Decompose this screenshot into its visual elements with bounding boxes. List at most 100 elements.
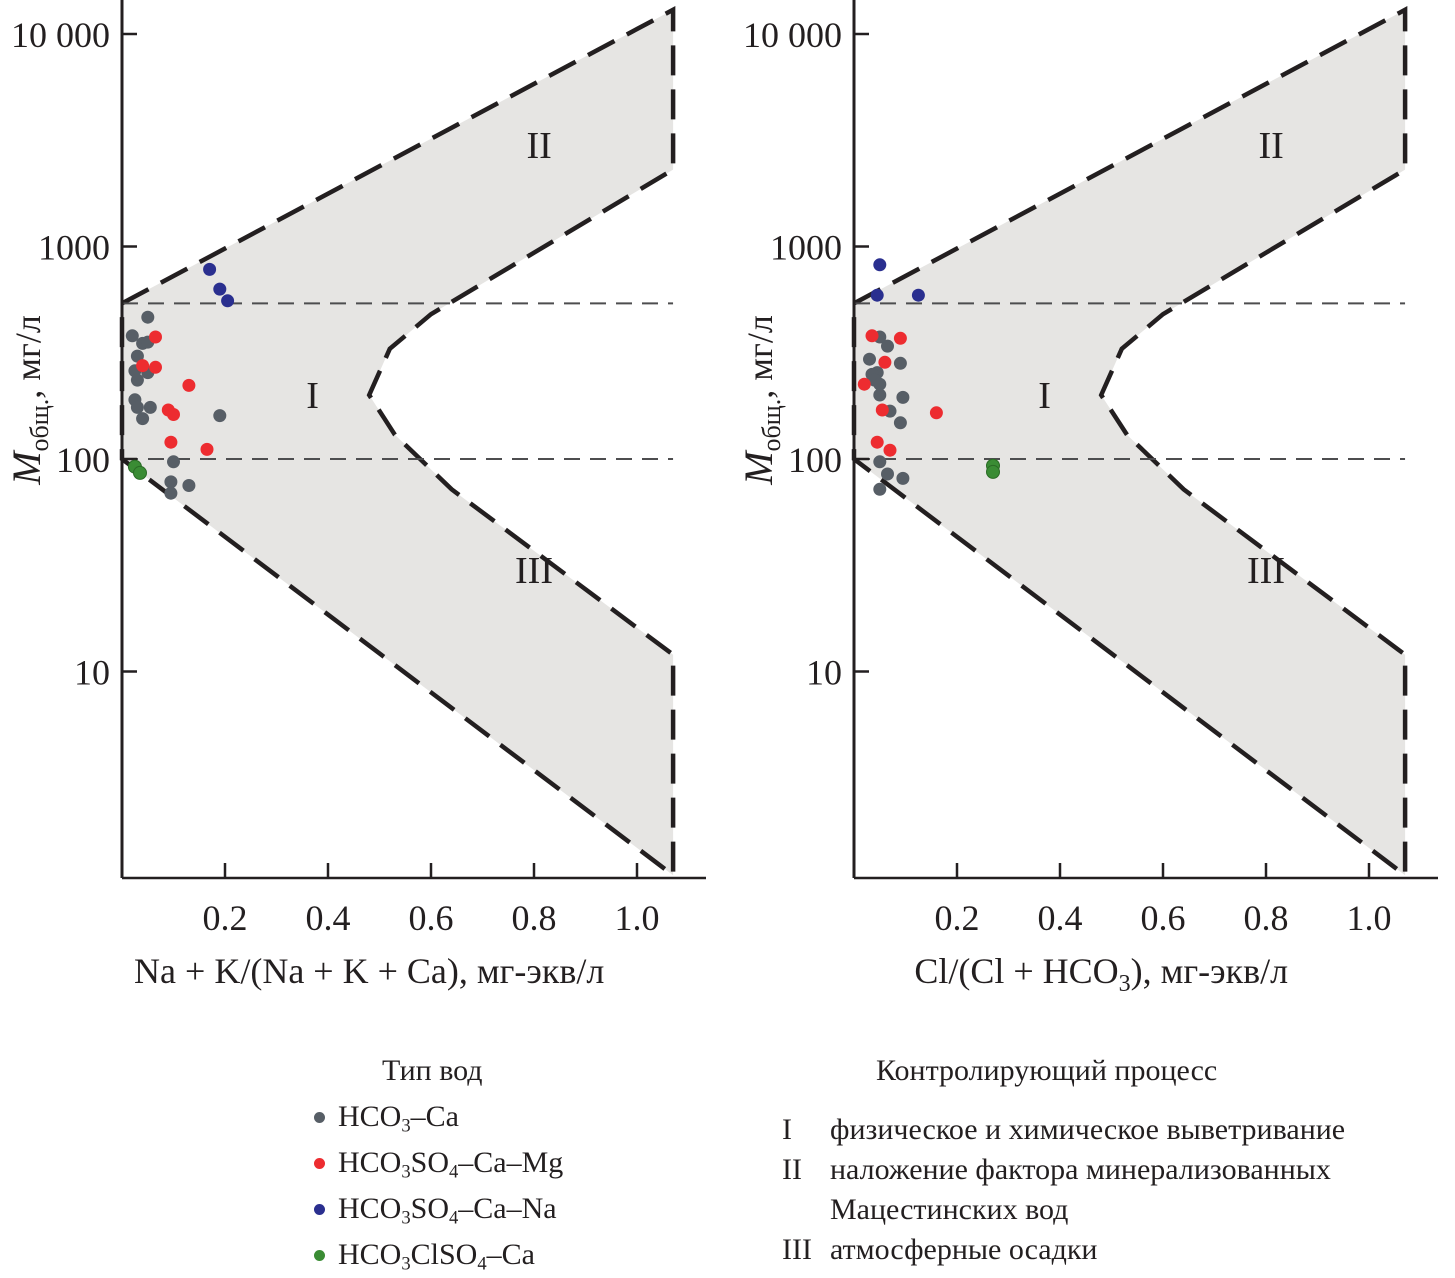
- region-label-I: I: [306, 375, 319, 417]
- series-HCO3ClSO4–Ca: [986, 458, 1000, 479]
- data-point: [130, 349, 144, 363]
- x-tick-label: 0.6: [409, 898, 454, 938]
- data-point: [141, 310, 155, 324]
- x-tick-label: 0.4: [306, 898, 351, 938]
- process-text: наложение фактора минерализованных: [830, 1153, 1331, 1186]
- data-point: [893, 356, 907, 370]
- data-point: [182, 479, 196, 492]
- data-point: [865, 329, 879, 343]
- y-tick-label: 10 000: [11, 15, 110, 55]
- y-axis-title: Mобщ., мг/л: [4, 315, 54, 486]
- process-number: I: [782, 1113, 792, 1146]
- data-point: [213, 409, 227, 423]
- region-label-III: III: [515, 550, 553, 592]
- chart-panel-right: 10 100 1000 10 000 0.2 0.4 0.6 0.8 1.0 Cl/(Cl + H…: [736, 0, 1438, 997]
- y-tick-label: 10: [74, 653, 110, 693]
- data-point: [200, 442, 214, 456]
- data-point: [130, 373, 144, 387]
- data-point: [873, 482, 887, 496]
- process-number: [782, 1190, 830, 1230]
- data-point: [167, 455, 180, 469]
- legend-marker-icon: [314, 1157, 325, 1169]
- x-tick-label: 0.2: [935, 898, 980, 938]
- legend-label: HCO3SO4–Ca–Mg: [338, 1146, 564, 1183]
- data-point: [136, 359, 150, 373]
- region-label-I: I: [1038, 375, 1051, 417]
- process-item: II наложение фактора минерализованных: [782, 1150, 1345, 1190]
- process-text: физическое и химическое выветривание: [830, 1113, 1346, 1146]
- field-boundary: [119, 6, 676, 880]
- data-point: [221, 294, 235, 308]
- legend-label: HCO3SO4–Ca–Na: [338, 1192, 557, 1229]
- data-point: [164, 475, 178, 489]
- field-area: [854, 9, 1406, 876]
- data-point: [873, 455, 887, 469]
- legend-label: HCO3–Ca: [338, 1100, 459, 1137]
- data-point: [911, 288, 925, 302]
- data-point: [893, 416, 907, 430]
- data-point: [873, 258, 887, 272]
- data-point: [182, 378, 196, 392]
- data-point: [896, 390, 910, 404]
- process-text: атмосферные осадки: [830, 1233, 1098, 1266]
- data-point: [203, 262, 217, 276]
- y-tick-label: 1000: [770, 228, 842, 268]
- process-item: III атмосферные осадки: [782, 1230, 1345, 1270]
- legend-label: HCO3ClSO4–Ca: [338, 1238, 535, 1275]
- data-point: [881, 467, 894, 481]
- data-point: [863, 352, 876, 366]
- data-point: [878, 355, 892, 369]
- data-point: [164, 486, 178, 500]
- process-text: Мацестинских вод: [830, 1193, 1069, 1226]
- data-point: [986, 464, 1000, 479]
- legend-marker-icon: [314, 1249, 325, 1261]
- x-axis-title: Na + K/(Na + K + Ca), мг-экв/л: [134, 951, 604, 991]
- process-item: Мацестинских вод: [782, 1190, 1345, 1230]
- legend-marker-icon: [314, 1111, 325, 1123]
- y-tick-label: 100: [788, 440, 842, 480]
- series-HCO3SO4–Ca–Na: [203, 262, 235, 308]
- data-point: [167, 408, 180, 421]
- y-tick-label: 10: [806, 653, 842, 693]
- region-label-III: III: [1247, 550, 1285, 592]
- data-point: [136, 412, 150, 426]
- data-point: [870, 288, 884, 302]
- chart-panel-left: 10 100 1000 10 000 0.2 0.4 0.6 0.8 1.0 Na + K/(Na…: [4, 0, 706, 991]
- legend-item: HCO3SO4–Ca–Mg: [314, 1140, 563, 1186]
- data-point: [873, 388, 887, 402]
- legend-marker-icon: [314, 1203, 325, 1215]
- data-point: [875, 403, 889, 417]
- data-point: [133, 465, 147, 480]
- data-point: [893, 331, 907, 345]
- x-tick-label: 0.4: [1038, 898, 1083, 938]
- y-tick-label: 1000: [38, 228, 110, 268]
- field-area: [122, 9, 674, 876]
- x-tick-label: 1.0: [1347, 898, 1392, 938]
- x-tick-label: 0.8: [512, 898, 557, 938]
- x-axis-title: Cl/(Cl + HCO3), мг-экв/л: [914, 951, 1288, 997]
- process-number: II: [782, 1153, 802, 1186]
- legend-water-types-title: Тип вод: [382, 1054, 483, 1087]
- data-point: [213, 282, 227, 296]
- legend-item: HCO3SO4–Ca–Na: [314, 1186, 563, 1232]
- series-HCO3SO4–Ca–Na: [870, 258, 925, 302]
- data-point: [125, 329, 139, 343]
- legend-item: HCO3ClSO4–Ca: [314, 1232, 563, 1278]
- series-HCO3–Ca: [863, 330, 910, 496]
- region-label-II: II: [1258, 125, 1283, 167]
- data-point: [143, 400, 157, 414]
- data-point: [883, 443, 897, 457]
- series-HCO3SO4–Ca–Mg: [136, 330, 214, 456]
- y-axis-title: Mобщ., мг/л: [736, 315, 786, 486]
- y-tick-label: 100: [56, 440, 110, 480]
- x-tick-label: 0.6: [1141, 898, 1186, 938]
- data-point: [164, 435, 178, 449]
- process-number: III: [782, 1233, 812, 1266]
- data-point: [896, 471, 910, 485]
- y-tick-label: 10 000: [743, 15, 842, 55]
- data-point: [881, 339, 894, 353]
- x-tick-label: 0.8: [1244, 898, 1289, 938]
